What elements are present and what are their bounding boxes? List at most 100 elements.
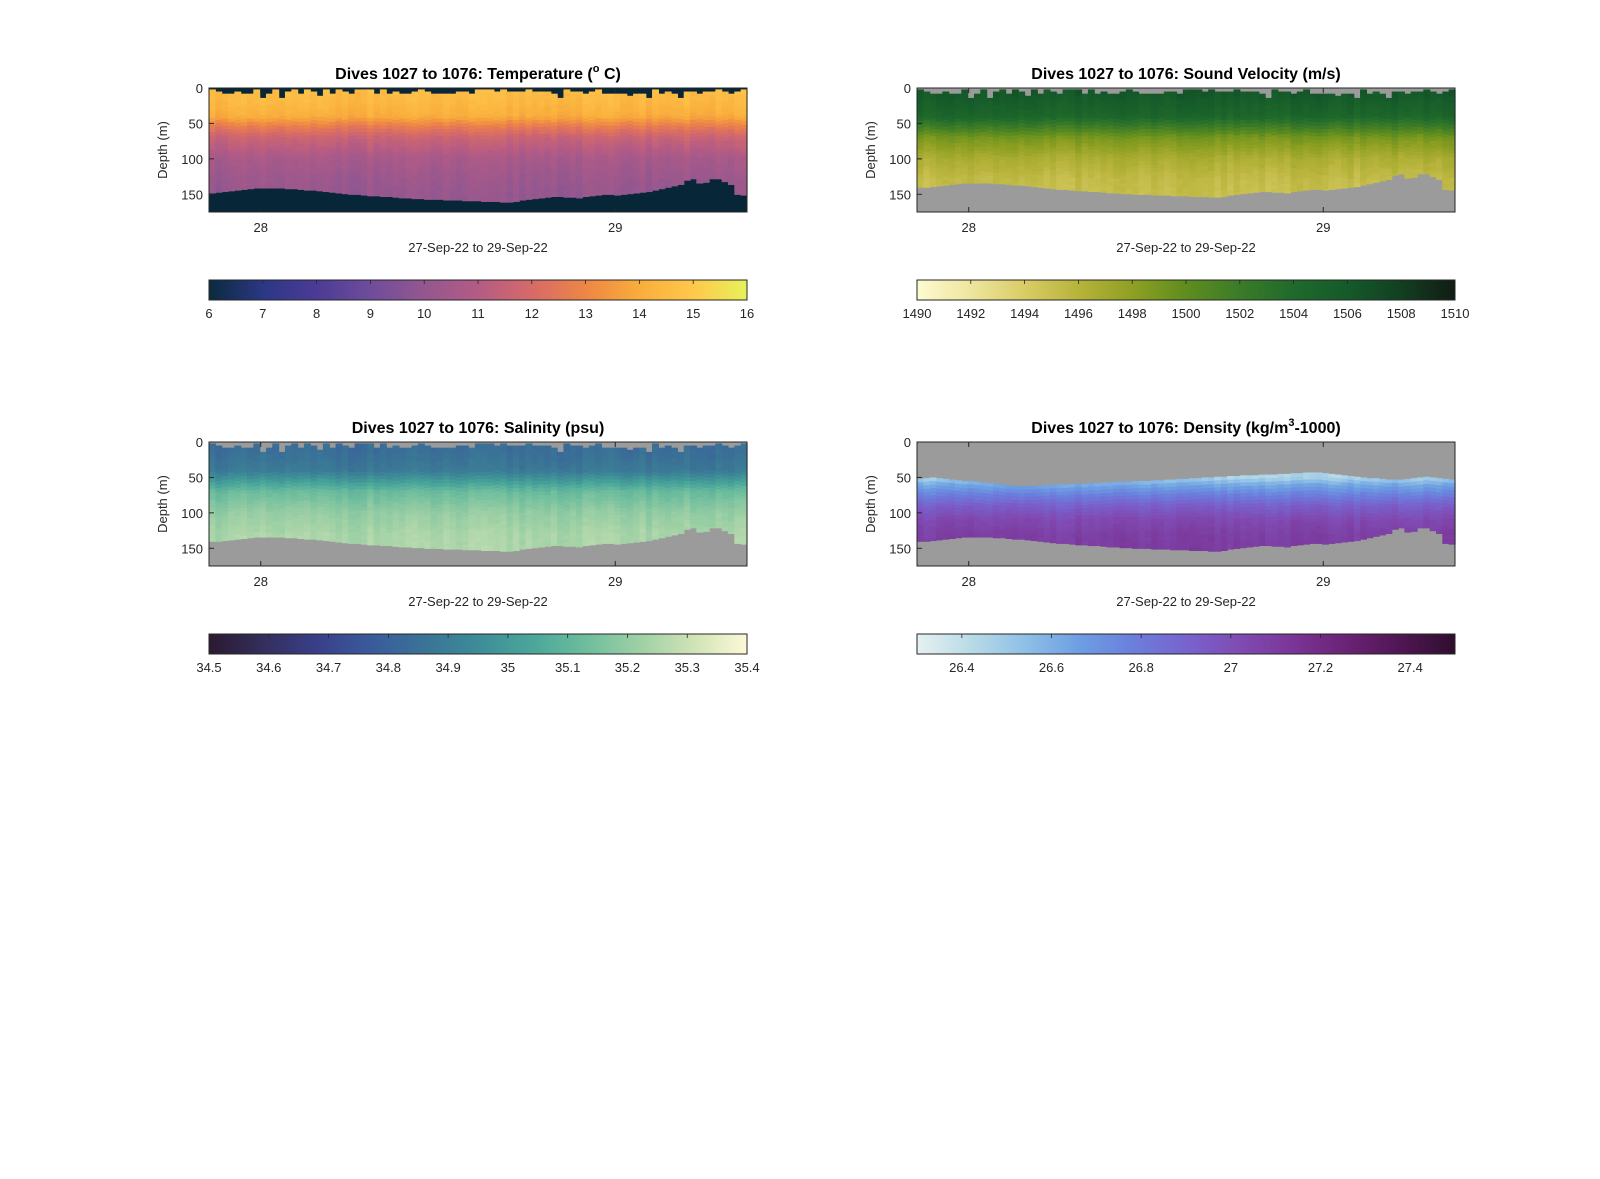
heatmap-cell	[671, 150, 678, 155]
heatmap-cell	[1138, 139, 1146, 144]
heatmap-cell	[1303, 135, 1311, 140]
heatmap-cell	[607, 143, 615, 148]
heatmap-cell	[1258, 136, 1266, 141]
heatmap-cell	[386, 164, 394, 169]
heatmap-cell	[1138, 129, 1146, 134]
heatmap-cell	[322, 170, 330, 176]
heatmap-cell	[531, 112, 539, 117]
heatmap-cell	[284, 134, 292, 139]
heatmap-cell	[538, 173, 546, 178]
heatmap-cell	[740, 156, 748, 161]
heatmap-cell	[506, 98, 514, 103]
heatmap-cell	[512, 98, 520, 103]
heatmap-cell	[942, 126, 950, 132]
heatmap-cell	[683, 137, 691, 142]
colorbar-tick-label: 1506	[1333, 306, 1362, 321]
heatmap-cell	[1360, 124, 1367, 129]
heatmap-cell	[329, 97, 337, 102]
heatmap-cell	[1239, 176, 1247, 181]
heatmap-cell	[652, 92, 659, 98]
heatmap-cell	[734, 98, 742, 103]
heatmap-cell	[576, 173, 584, 178]
heatmap-cell	[633, 171, 640, 176]
heatmap-cell	[1360, 128, 1367, 133]
heatmap-cell	[1163, 91, 1171, 96]
heatmap-cell	[1372, 130, 1380, 135]
heatmap-cell	[373, 146, 381, 151]
heatmap-cell	[360, 167, 368, 172]
heatmap-cell	[500, 128, 508, 133]
heatmap-cell	[348, 189, 356, 194]
heatmap-cell	[569, 180, 577, 185]
heatmap-cell	[272, 153, 280, 158]
heatmap-cell	[468, 160, 476, 166]
heatmap-cell	[1423, 107, 1431, 112]
colorbar-tick-label: 10	[417, 306, 431, 321]
heatmap-cell	[436, 132, 444, 137]
heatmap-cell	[1119, 123, 1127, 128]
heatmap-cell	[1163, 187, 1171, 192]
heatmap-cell	[690, 165, 697, 171]
heatmap-cell	[1429, 165, 1437, 171]
heatmap-cell	[576, 190, 584, 195]
heatmap-cell	[1284, 126, 1292, 132]
heatmap-cell	[1087, 139, 1095, 144]
heatmap-cell	[209, 514, 216, 519]
heatmap-cell	[436, 139, 444, 144]
heatmap-cell	[221, 500, 229, 505]
heatmap-cell	[1347, 185, 1355, 188]
heatmap-cell	[417, 146, 425, 151]
heatmap-cell	[443, 100, 451, 105]
heatmap-cell	[468, 192, 476, 198]
heatmap-cell	[563, 110, 571, 115]
heatmap-cell	[1227, 144, 1235, 149]
heatmap-cell	[209, 521, 216, 526]
heatmap-cell	[1309, 164, 1317, 169]
heatmap-cell	[227, 483, 235, 488]
heatmap-cell	[721, 119, 729, 125]
heatmap-cell	[272, 110, 280, 115]
heatmap-cell	[917, 181, 924, 186]
heatmap-cell	[424, 194, 432, 199]
heatmap-cell	[1049, 187, 1057, 190]
heatmap-cell	[487, 177, 495, 183]
heatmap-cell	[677, 143, 685, 149]
heatmap-cell	[303, 174, 311, 179]
heatmap-cell	[664, 165, 672, 171]
heatmap-cell	[992, 126, 1000, 132]
heatmap-cell	[1290, 160, 1298, 166]
heatmap-cell	[284, 116, 292, 121]
heatmap-cell	[1056, 153, 1064, 159]
heatmap-cell	[595, 121, 603, 126]
heatmap-cell	[1296, 130, 1304, 135]
heatmap-cell	[721, 134, 729, 139]
heatmap-cell	[1125, 131, 1133, 137]
heatmap-cell	[316, 173, 324, 178]
heatmap-cell	[917, 100, 924, 105]
heatmap-cell	[992, 123, 1000, 128]
heatmap-cell	[550, 139, 558, 144]
heatmap-cell	[1239, 155, 1247, 160]
heatmap-cell	[917, 114, 924, 119]
heatmap-cell	[411, 137, 419, 142]
heatmap-cell	[1170, 109, 1178, 114]
heatmap-cell	[917, 177, 924, 183]
heatmap-cell	[329, 143, 337, 148]
heatmap-cell	[373, 189, 381, 194]
heatmap-cell	[392, 180, 400, 185]
heatmap-cell	[734, 180, 742, 185]
heatmap-cell	[1385, 122, 1393, 127]
heatmap-cell	[531, 151, 539, 156]
heatmap-cell	[1081, 146, 1089, 151]
heatmap-cell	[1315, 111, 1323, 116]
heatmap-cell	[721, 169, 729, 174]
heatmap-cell	[664, 176, 672, 181]
heatmap-cell	[544, 151, 552, 156]
heatmap-cell	[557, 161, 565, 166]
heatmap-cell	[322, 160, 330, 165]
heatmap-cell	[1372, 158, 1380, 163]
heatmap-cell	[1170, 126, 1178, 132]
heatmap-cell	[1341, 97, 1348, 102]
heatmap-cell	[1315, 171, 1323, 176]
heatmap-cell	[430, 122, 438, 127]
